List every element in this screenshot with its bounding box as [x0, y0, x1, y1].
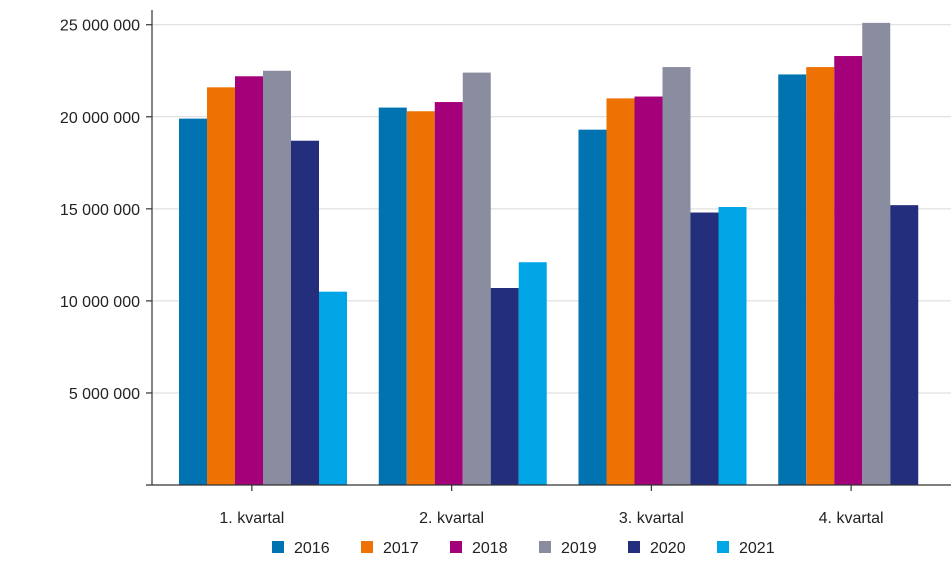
bar-2021-2	[518, 262, 547, 485]
axes	[146, 10, 951, 486]
legend-swatch-2021	[717, 541, 729, 553]
legend-swatch-2016	[272, 541, 284, 553]
legend-swatch-2017	[361, 541, 373, 553]
bar-2017-1	[207, 87, 235, 485]
bar-2021-3	[718, 206, 747, 485]
y-tick-label: 10 000 000	[60, 294, 140, 311]
bar-2018-4	[834, 56, 863, 485]
legend-label-2016: 2016	[294, 540, 330, 557]
y-tick-label: 15 000 000	[60, 202, 140, 219]
bar-2016-1	[179, 118, 207, 486]
bar-2021-1	[319, 291, 347, 485]
y-tick-label: 20 000 000	[60, 110, 140, 127]
x-axis-ticks: 1. kvartal 2. kvartal 3. kvartal 4. kvartal	[219, 485, 884, 527]
bar-2018-3	[634, 96, 663, 485]
legend-label-2019: 2019	[561, 540, 597, 557]
bar-2018-2	[434, 102, 463, 485]
bar-2020-3	[690, 212, 719, 485]
bar-2019-4	[862, 22, 891, 485]
bar-2020-4	[890, 205, 919, 486]
bar-2019-2	[462, 72, 491, 486]
bar-2017-3	[606, 98, 635, 485]
bar-2016-4	[778, 74, 807, 485]
bar-2019-3	[662, 67, 691, 486]
y-axis-ticks: 5 000 000 10 000 000 15 000 000 20 000 000 2…	[60, 18, 152, 403]
bars	[179, 22, 919, 486]
legend-swatch-2019	[539, 541, 551, 553]
bar-2020-1	[291, 140, 319, 486]
legend-swatch-2018	[450, 541, 462, 553]
legend-label-2017: 2017	[383, 540, 419, 557]
bar-2016-3	[578, 129, 607, 486]
bar-2017-2	[406, 111, 435, 485]
legend-label-2018: 2018	[472, 540, 508, 557]
y-tick-label: 5 000 000	[69, 386, 140, 403]
legend: 2016 2017 2018 2019 2020 2021	[272, 540, 775, 557]
bar-2018-1	[235, 76, 263, 486]
x-tick-label: 2. kvartal	[419, 510, 484, 527]
bar-2019-1	[263, 70, 291, 486]
legend-label-2021: 2021	[739, 540, 775, 557]
y-tick-label: 25 000 000	[60, 18, 140, 35]
x-tick-label: 3. kvartal	[619, 510, 684, 527]
bar-2017-4	[806, 67, 835, 486]
bar-2020-2	[490, 288, 519, 485]
x-tick-label: 1. kvartal	[219, 510, 284, 527]
bar-2016-2	[378, 107, 407, 486]
legend-label-2020: 2020	[650, 540, 686, 557]
legend-swatch-2020	[628, 541, 640, 553]
x-tick-label: 4. kvartal	[819, 510, 884, 527]
